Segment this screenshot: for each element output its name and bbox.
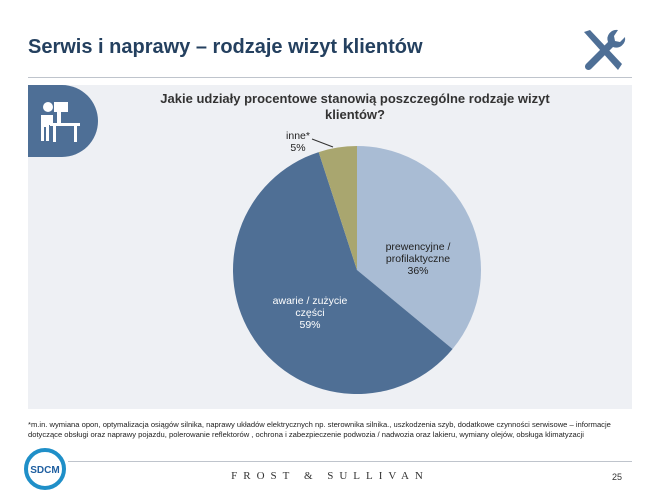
page-number: 25 (612, 472, 623, 482)
slice-label: prewencyjne / profilaktyczne 36% (386, 241, 451, 277)
pie-slice (357, 146, 481, 350)
svg-text:SDCM: SDCM (30, 465, 59, 476)
brand-name: FROST & SULLIVAN (231, 470, 429, 482)
chart-title: Jakie udziały procentowe stanowią poszcz… (160, 91, 550, 122)
tools-icon (584, 29, 626, 71)
mechanic-icon (41, 102, 80, 142)
divider (28, 77, 632, 78)
leader-line (311, 138, 334, 148)
section-tab (28, 85, 98, 157)
divider (68, 461, 632, 462)
pie-slice (318, 146, 357, 270)
slice-label: inne* 5% (286, 130, 310, 154)
sdcm-logo: SDCM (24, 448, 66, 490)
pie-slice (233, 152, 453, 394)
page-title: Serwis i naprawy – rodzaje wizyt klientó… (28, 36, 423, 58)
footnote: *m.in. wymiana opon, optymalizacja osiąg… (28, 420, 611, 439)
slice-label: awarie / zużycie części 59% (273, 295, 348, 331)
